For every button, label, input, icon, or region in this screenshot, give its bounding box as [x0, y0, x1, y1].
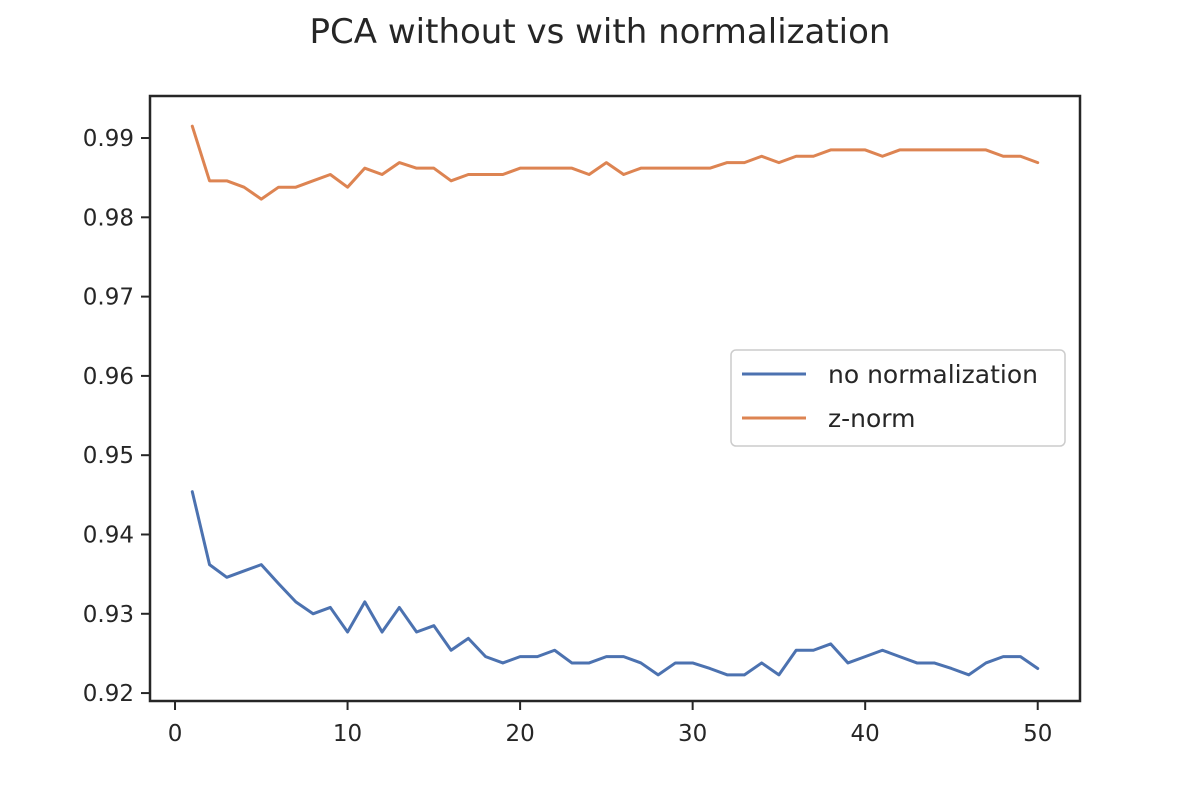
x-tick-label: 40: [851, 721, 880, 747]
y-tick-label: 0.99: [83, 126, 134, 152]
y-tick-label: 0.95: [83, 443, 134, 469]
x-tick-label: 50: [1023, 721, 1052, 747]
series-line-no-normalization: [190, 490, 1040, 677]
chart-title: PCA without vs with normalization: [310, 12, 891, 52]
legend-label: z-norm: [828, 404, 915, 433]
x-tick-label: 30: [678, 721, 707, 747]
legend: no normalization z-norm: [730, 349, 1066, 447]
plot-frame: [148, 94, 1082, 703]
y-axis: 0.92 0.93 0.94 0.95 0.96 0.97 0.98 0.99: [83, 126, 150, 707]
x-tick-label: 0: [168, 721, 183, 747]
y-tick-label: 0.98: [83, 205, 134, 231]
series-layer: [190, 124, 1040, 677]
series-line-z-norm: [190, 124, 1040, 201]
x-tick-label: 10: [333, 721, 362, 747]
x-axis: 0 10 20 30 40 50: [168, 701, 1052, 747]
y-tick-label: 0.94: [83, 522, 134, 548]
y-tick-label: 0.93: [83, 602, 134, 628]
y-tick-label: 0.96: [83, 364, 134, 390]
y-tick-label: 0.92: [83, 681, 134, 707]
legend-box: [730, 349, 1066, 447]
legend-label: no normalization: [828, 360, 1038, 389]
y-tick-label: 0.97: [83, 285, 134, 311]
x-tick-label: 20: [505, 721, 534, 747]
